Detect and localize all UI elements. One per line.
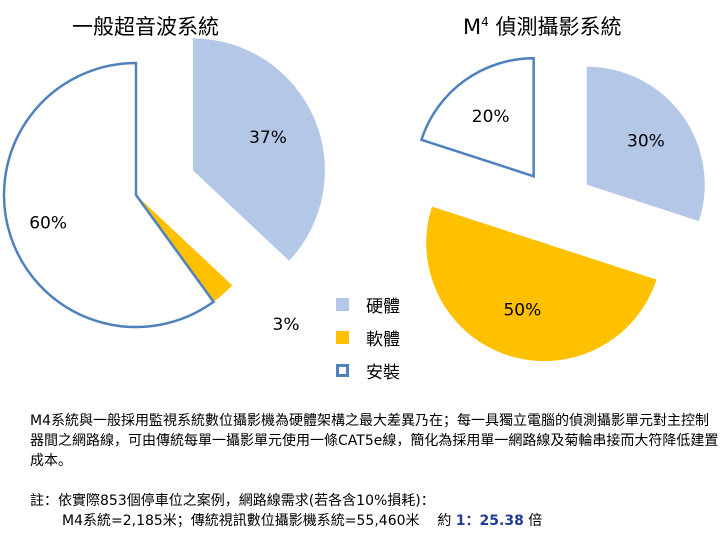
legend-swatch-software — [336, 331, 349, 344]
pie-1-slice-software — [426, 206, 657, 362]
pie-1-label-hardware: 30% — [627, 132, 665, 152]
chart-title-right: M4 偵測攝影系統 — [463, 11, 621, 41]
title-m: M — [463, 15, 482, 39]
notes-paragraph: M4系統與一般採用監視系統數位攝影機為硬體架構之最大差異乃在；每一具獨立電腦的偵… — [30, 413, 719, 469]
legend: 硬體 軟體 安裝 — [336, 288, 400, 387]
pie-0-label-hardware: 37% — [249, 128, 287, 148]
title-superscript: 4 — [481, 15, 489, 29]
chart-title-left: 一般超音波系統 — [72, 15, 219, 39]
legend-label-install: 安裝 — [366, 363, 400, 383]
legend-swatch-install — [336, 364, 349, 377]
legend-item-hardware: 硬體 — [336, 288, 400, 321]
pie-1-slice-install — [419, 57, 535, 178]
pie-1-label-software: 50% — [503, 300, 541, 320]
pie-0-label-software: 3% — [273, 315, 300, 335]
pie-0-slice-install — [2, 61, 216, 329]
pie-0-slice-software — [136, 195, 233, 302]
notes-calculation: M4系統=2,185米；傳統視訊數位攝影機系統=55,460米 約 1：25.3… — [30, 511, 720, 531]
pie-1-slice-hardware — [586, 66, 705, 222]
calc-unit: 倍 — [528, 513, 543, 529]
calc-prefix: M4系統=2,185米；傳統視訊數位攝影機系統=55,460米 — [62, 513, 420, 529]
notes-line: 註：依實際853個停車位之案例，網路線需求(若各含10%損耗)： — [30, 493, 435, 509]
legend-label-hardware: 硬體 — [366, 297, 400, 317]
legend-swatch-hardware — [336, 298, 349, 311]
calc-ratio: 1：25.38 — [455, 513, 524, 529]
legend-item-software: 軟體 — [336, 321, 400, 354]
notes: M4系統與一般採用監視系統數位攝影機為硬體架構之最大差異乃在；每一具獨立電腦的偵… — [30, 411, 720, 531]
legend-label-software: 軟體 — [366, 330, 400, 350]
calc-approx: 約 — [437, 513, 452, 529]
pie-0-slice-hardware — [192, 38, 325, 261]
pie-0-label-install: 60% — [29, 214, 67, 234]
title-rest: 偵測攝影系統 — [488, 15, 622, 39]
pie-1-label-install: 20% — [472, 107, 510, 127]
legend-item-install: 安裝 — [336, 354, 400, 387]
